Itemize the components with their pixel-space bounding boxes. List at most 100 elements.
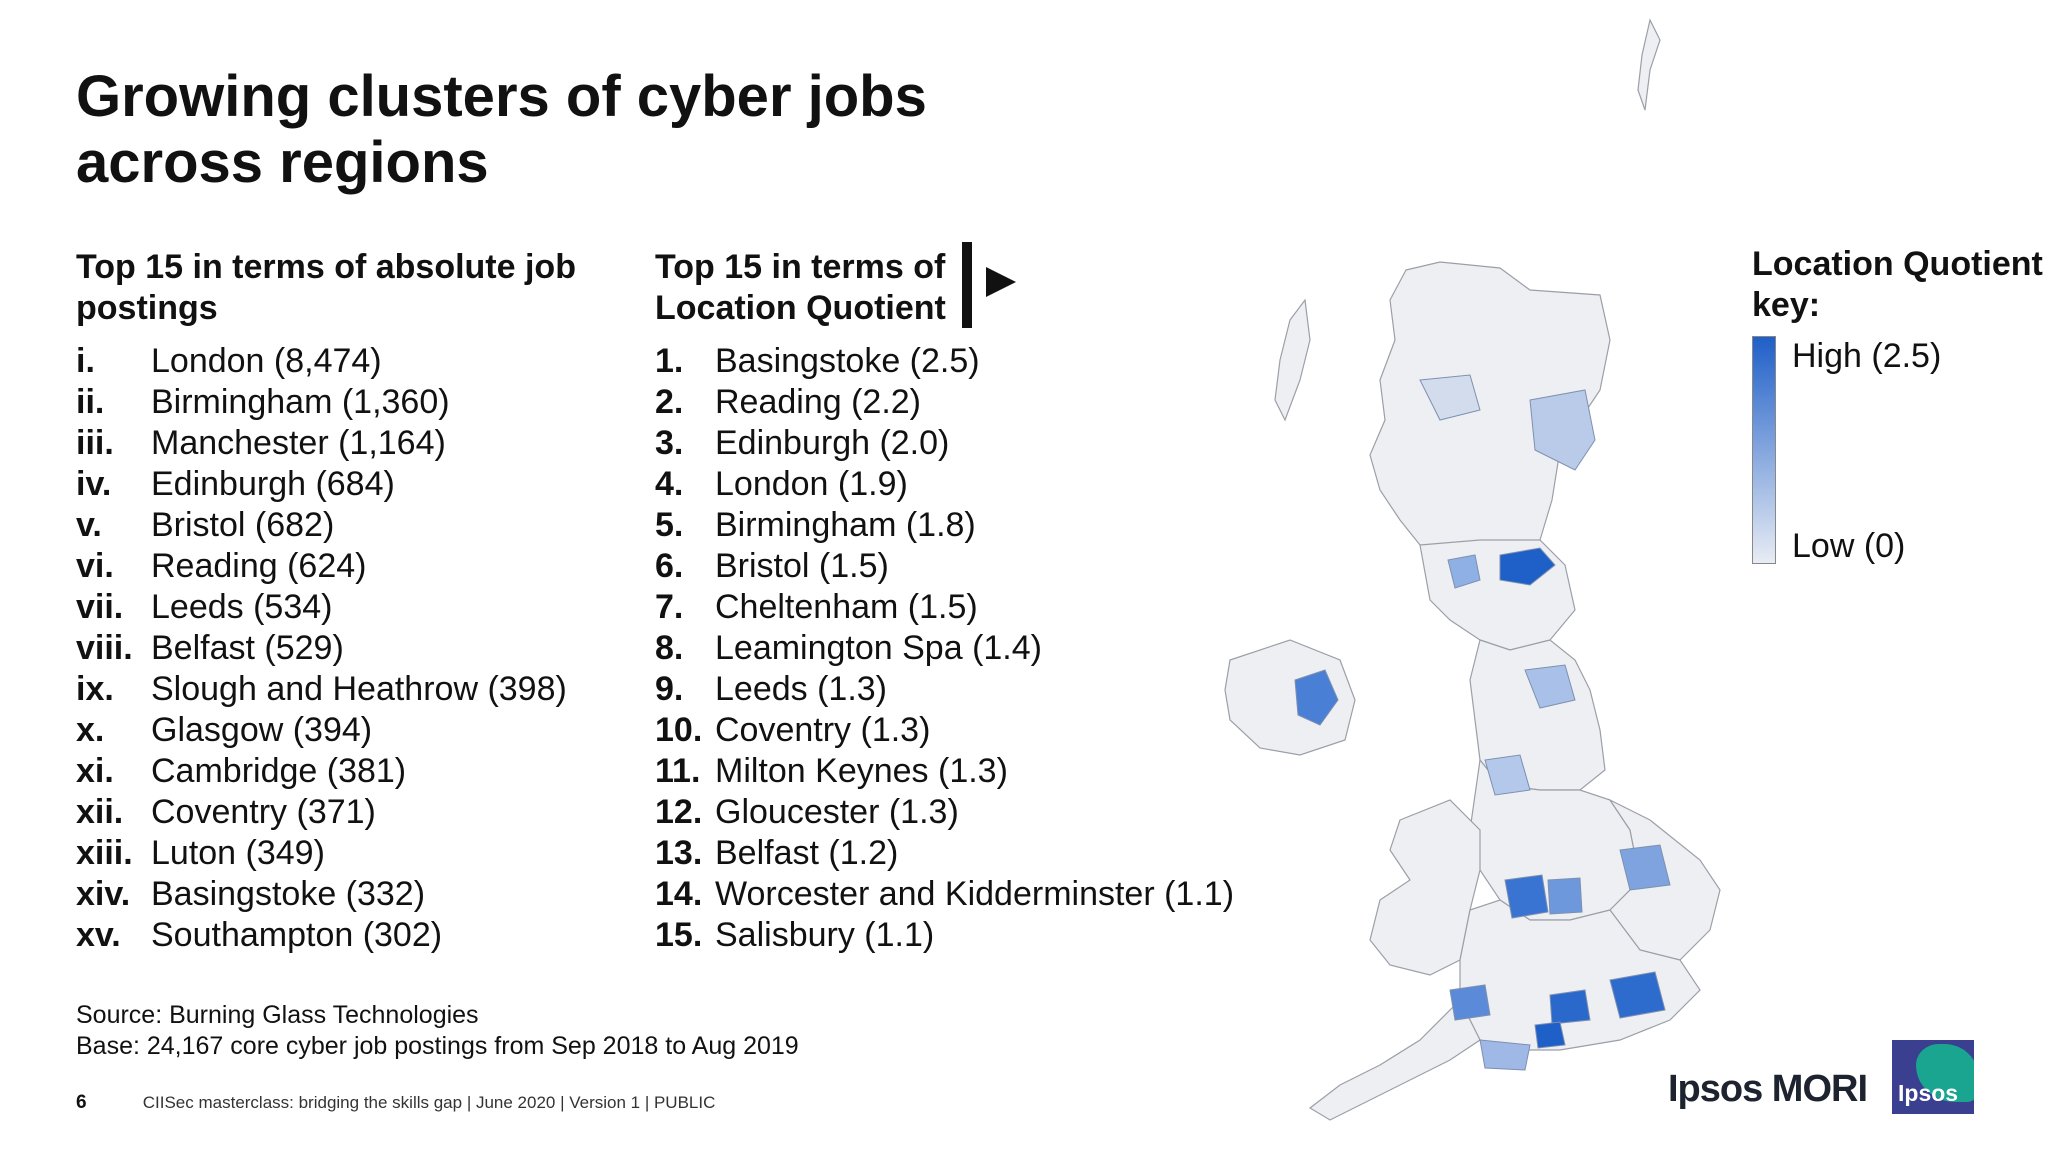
location-quotient-item: 8. Leamington Spa (1.4) — [655, 628, 1234, 669]
absolute-postings-rank: ix. — [76, 670, 114, 708]
location-quotient-label: Edinburgh (2.0) — [715, 424, 950, 462]
absolute-postings-label: Slough and Heathrow (398) — [151, 670, 567, 708]
great-britain-landmass — [1224, 18, 1721, 1121]
absolute-postings-label: Coventry (371) — [151, 793, 376, 831]
absolute-postings-rank: v. — [76, 506, 102, 544]
absolute-postings-label: Belfast (529) — [151, 629, 344, 667]
key-title: Location Quotient key: — [1752, 245, 2043, 324]
absolute-postings-item: vi. Reading (624) — [76, 546, 567, 587]
ipsos-logo: Ipsos — [1892, 1040, 1974, 1114]
location-quotient-rank: 11. — [655, 752, 701, 790]
region-belfast — [1294, 669, 1339, 726]
absolute-postings-rank: iv. — [76, 465, 112, 503]
heading-divider-bar — [962, 242, 972, 328]
location-quotient-label: Gloucester (1.3) — [715, 793, 959, 831]
source-line: Source: Burning Glass Technologies — [76, 1001, 479, 1029]
absolute-postings-rank: xiv. — [76, 875, 131, 913]
ipsos-mori-wordmark: Ipsos MORI — [1668, 1068, 1868, 1110]
absolute-postings-label: Manchester (1,164) — [151, 424, 446, 462]
location-quotient-item: 10. Coventry (1.3) — [655, 710, 1234, 751]
uk-location-quotient-map — [1224, 18, 1721, 1121]
absolute-postings-rank: i. — [76, 342, 95, 380]
location-quotient-heading: Top 15 in terms of Location Quotient — [655, 248, 946, 327]
region-birmingham — [1504, 874, 1549, 919]
ipsos-logo-text: Ipsos — [1898, 1080, 1959, 1106]
location-quotient-rank: 14. — [655, 875, 703, 913]
location-quotient-item: 13. Belfast (1.2) — [655, 833, 1234, 874]
location-quotient-item: 12. Gloucester (1.3) — [655, 792, 1234, 833]
absolute-postings-item: iii. Manchester (1,164) — [76, 423, 567, 464]
source-note: Source: Burning Glass Technologies Base:… — [76, 1000, 799, 1062]
absolute-postings-item: iv. Edinburgh (684) — [76, 464, 567, 505]
absolute-postings-heading: Top 15 in terms of absolute job postings — [76, 248, 576, 327]
location-quotient-item: 9. Leeds (1.3) — [655, 669, 1234, 710]
location-quotient-label: Coventry (1.3) — [715, 711, 931, 749]
base-line: Base: 24,167 core cyber job postings fro… — [76, 1032, 799, 1060]
location-quotient-item: 2. Reading (2.2) — [655, 382, 1234, 423]
wales — [1369, 799, 1481, 976]
location-quotient-rank: 4. — [655, 465, 684, 503]
region-inverness — [1419, 374, 1481, 421]
absolute-postings-item: xiii. Luton (349) — [76, 833, 567, 874]
absolute-postings-item: x. Glasgow (394) — [76, 710, 567, 751]
location-quotient-label: Milton Keynes (1.3) — [715, 752, 1008, 790]
region-aberdeen — [1529, 389, 1596, 471]
absolute-postings-rank: xii. — [76, 793, 124, 831]
absolute-postings-item: ii. Birmingham (1,360) — [76, 382, 567, 423]
absolute-postings-label: Basingstoke (332) — [151, 875, 426, 913]
absolute-postings-label: Birmingham (1,360) — [151, 383, 450, 421]
location-quotient-label: Bristol (1.5) — [715, 547, 889, 585]
absolute-postings-rank: viii. — [76, 629, 133, 667]
region-cambridge — [1619, 844, 1671, 891]
south-west-peninsula — [1308, 998, 1481, 1121]
footer: 6 CIISec masterclass: bridging the skill… — [76, 1092, 715, 1114]
absolute-postings-rank: xv. — [76, 916, 121, 954]
absolute-postings-rank: xiii. — [76, 834, 133, 872]
location-quotient-item: 5. Birmingham (1.8) — [655, 505, 1234, 546]
play-arrow-icon — [986, 267, 1016, 297]
region-edinburgh — [1499, 547, 1556, 586]
location-quotient-item: 1. Basingstoke (2.5) — [655, 341, 1234, 382]
absolute-postings-label: Luton (349) — [151, 834, 325, 872]
map-highlight-areas — [1294, 374, 1671, 1071]
absolute-postings-rank: xi. — [76, 752, 114, 790]
location-quotient-rank: 1. — [655, 342, 684, 380]
location-quotient-rank: 9. — [655, 670, 684, 708]
key-high-label: High (2.5) — [1792, 337, 1942, 375]
orkney-shetland — [1637, 18, 1661, 111]
region-leeds — [1524, 664, 1576, 709]
western-isles — [1274, 298, 1311, 422]
location-quotient-item: 3. Edinburgh (2.0) — [655, 423, 1234, 464]
scotland-southern-uplands — [1419, 539, 1576, 651]
absolute-postings-rank: vii. — [76, 588, 124, 626]
location-quotient-item: 4. London (1.9) — [655, 464, 1234, 505]
region-manchester — [1484, 754, 1531, 796]
page-title: Growing clusters of cyber jobs across re… — [76, 64, 927, 195]
key-low-label: Low (0) — [1792, 527, 1906, 565]
absolute-postings-item: v. Bristol (682) — [76, 505, 567, 546]
location-quotient-item: 7. Cheltenham (1.5) — [655, 587, 1234, 628]
absolute-postings-item: vii. Leeds (534) — [76, 587, 567, 628]
absolute-postings-item: viii. Belfast (529) — [76, 628, 567, 669]
region-south-coast — [1479, 1039, 1531, 1071]
absolute-postings-label: Cambridge (381) — [151, 752, 407, 790]
location-quotient-item: 15. Salisbury (1.1) — [655, 915, 1234, 956]
location-quotient-label: Reading (2.2) — [715, 383, 922, 421]
location-quotient-label: Cheltenham (1.5) — [715, 588, 978, 626]
location-quotient-label: Birmingham (1.8) — [715, 506, 976, 544]
region-coventry — [1547, 877, 1583, 915]
location-quotient-label: London (1.9) — [715, 465, 908, 503]
page-number: 6 — [76, 1092, 87, 1113]
absolute-postings-label: Southampton (302) — [151, 916, 443, 954]
location-quotient-item: 11. Milton Keynes (1.3) — [655, 751, 1234, 792]
absolute-postings-item: xi. Cambridge (381) — [76, 751, 567, 792]
absolute-postings-label: Reading (624) — [151, 547, 367, 585]
absolute-postings-item: xii. Coventry (371) — [76, 792, 567, 833]
location-quotient-rank: 12. — [655, 793, 703, 831]
northern-ireland — [1224, 639, 1356, 756]
location-quotient-label: Salisbury (1.1) — [715, 916, 935, 954]
region-bristol — [1449, 984, 1491, 1021]
absolute-postings-list: i. London (8,474) ii. Birmingham (1,360) iii… — [76, 341, 567, 956]
region-reading — [1549, 989, 1591, 1025]
region-glasgow — [1447, 554, 1481, 589]
